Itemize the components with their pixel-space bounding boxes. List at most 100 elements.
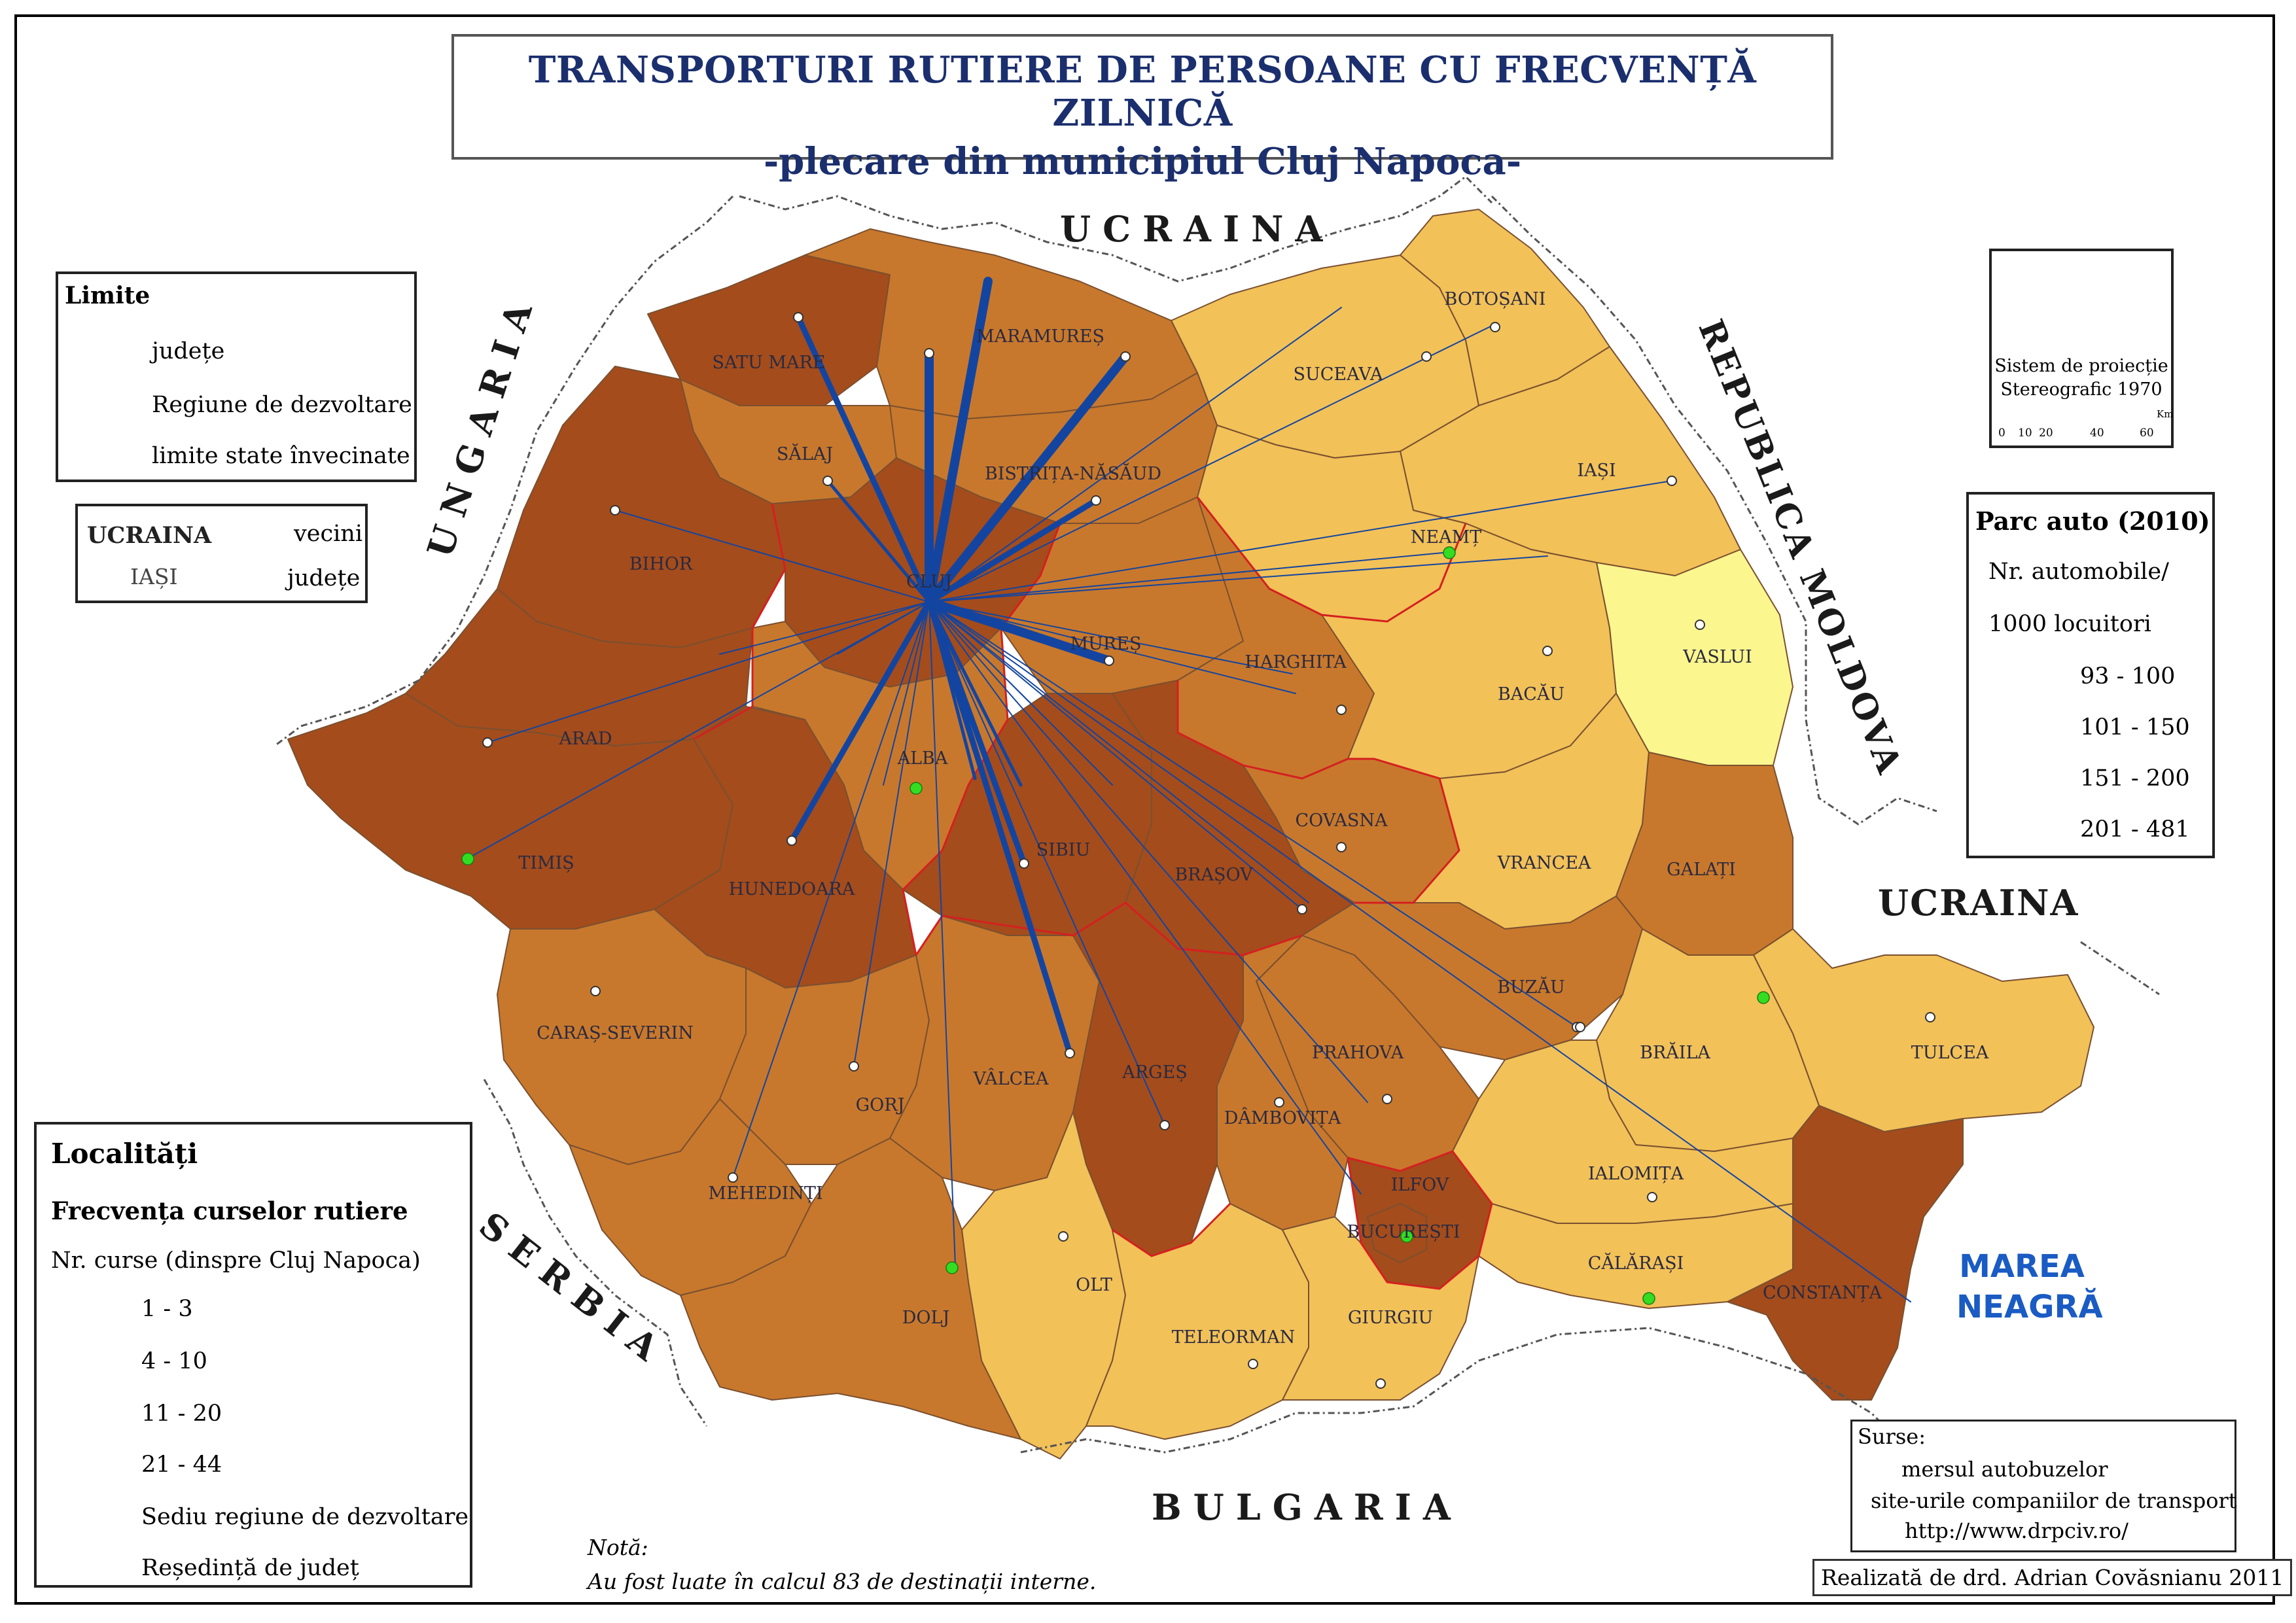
county-label: GALAȚI xyxy=(1667,860,1736,880)
county-label: CĂLĂRAȘI xyxy=(1587,1253,1684,1274)
legend-limit-counties: județe xyxy=(152,338,225,364)
county-seat-1 xyxy=(924,348,934,358)
county-label: MUREȘ xyxy=(1070,634,1142,654)
flow-line-33 xyxy=(883,601,930,786)
flow-line-5 xyxy=(926,497,1099,605)
legend-county-label: județe xyxy=(287,565,361,591)
county-label: VRANCEA xyxy=(1497,853,1591,873)
source-3: http://www.drpciv.ro/ xyxy=(1905,1518,2128,1543)
county-40 xyxy=(1086,1203,1309,1440)
county-label: GIURGIU xyxy=(1347,1308,1434,1328)
flow-line-18 xyxy=(928,601,1362,1195)
projection-line2: Stereografic 1970 xyxy=(2000,379,2163,400)
flow-line-11 xyxy=(464,601,930,861)
flow-line-13 xyxy=(926,599,1073,1056)
region-seat-5 xyxy=(1400,1230,1413,1243)
county-label: SIBIU xyxy=(1036,840,1091,860)
county-label: BISTRIȚA-NĂSĂUD xyxy=(984,464,1162,484)
scale-tick-10: 10 xyxy=(2018,427,2032,440)
county-label: GORJ xyxy=(855,1095,905,1115)
sources-label: Surse: xyxy=(1858,1424,1926,1449)
county-label: TELEORMAN xyxy=(1171,1327,1296,1348)
county-label: PRAHOVA xyxy=(1311,1043,1404,1063)
county-label: BOTOȘANI xyxy=(1444,289,1546,309)
region-border-6 xyxy=(1112,1202,1231,1257)
legend-county-seat-label: Reședință de județ xyxy=(141,1555,359,1581)
scale-tick-0: 0 xyxy=(1998,427,2005,440)
county-label: MARAMUREȘ xyxy=(976,326,1104,347)
flow-line-23 xyxy=(928,555,1548,602)
flow-lines-layer xyxy=(464,277,1911,1302)
legend-limits-box: Limite județe Regiune de dezvoltare limi… xyxy=(56,271,417,482)
neighbor-border-0 xyxy=(739,175,1493,283)
legend-localitati-box: Localități Frecvența curselor rutiere Nr… xyxy=(34,1122,472,1588)
region-seat-0 xyxy=(1443,546,1456,559)
county-label: OLT xyxy=(1076,1275,1112,1295)
county-seat-14 xyxy=(786,835,797,846)
county-seat-29 xyxy=(1248,1359,1258,1369)
legend-region-seat-label: Sediu regiune de dezvoltare xyxy=(141,1504,469,1530)
note-text: Au fost luate în calcul 83 de destinații… xyxy=(588,1569,1097,1594)
county-39 xyxy=(680,1138,1021,1440)
note-label: Notă: xyxy=(588,1535,648,1560)
flow-line-10 xyxy=(487,601,930,743)
county-seat-5 xyxy=(610,505,620,515)
county-label: DOLJ xyxy=(902,1308,950,1328)
flow-line-15 xyxy=(928,601,1165,1126)
legend-parc-class-4: 201 - 481 xyxy=(2080,816,2190,843)
county-label: BUZĂU xyxy=(1497,977,1565,998)
legend-parc-auto-box: Parc auto (2010) Nr. automobile/ 1000 lo… xyxy=(1966,492,2215,858)
county-seat-24 xyxy=(1382,1094,1392,1104)
county-seat-11 xyxy=(1542,646,1553,656)
flow-line-2 xyxy=(925,277,993,606)
flow-line-28 xyxy=(928,601,1578,1028)
map-title-box: TRANSPORTURI RUTIERE DE PERSOANE CU FREC… xyxy=(451,34,1833,183)
county-seat-28 xyxy=(1058,1231,1069,1242)
legend-flow-class-2: 4 - 10 xyxy=(141,1348,207,1374)
county-seat-13 xyxy=(482,737,493,748)
county-label: MEHEDINȚI xyxy=(708,1183,823,1204)
county-label: CARAȘ-SEVERIN xyxy=(537,1023,694,1043)
county-label: SATU MARE xyxy=(712,353,826,373)
projection-box: Sistem de proiecție Stereografic 1970 0 … xyxy=(1989,249,2174,448)
county-seat-16 xyxy=(1297,904,1307,915)
county-seat-27 xyxy=(1647,1192,1657,1202)
legend-parc-class-1: 93 - 100 xyxy=(2080,663,2176,689)
county-label: BRAȘOV xyxy=(1174,865,1253,885)
neighbor-north-label: UCRAINA xyxy=(1060,208,1335,250)
county-label: VASLUI xyxy=(1683,647,1752,667)
county-label: BACĂU xyxy=(1497,684,1565,705)
scale-tick-20: 20 xyxy=(2039,427,2053,440)
county-38 xyxy=(1727,1105,1964,1401)
region-border-1 xyxy=(1196,497,1467,623)
legend-limit-regions: Regiune de dezvoltare xyxy=(152,392,412,418)
legend-flow-class-3: 11 - 20 xyxy=(141,1401,222,1427)
county-seat-19 xyxy=(849,1061,859,1072)
flow-line-22 xyxy=(928,480,1672,602)
county-seat-15 xyxy=(1019,858,1029,869)
region-border-3 xyxy=(1176,680,1460,904)
flow-line-6 xyxy=(614,510,930,602)
county-label: NEAMȚ xyxy=(1410,527,1482,548)
legend-neighbor-label: vecini xyxy=(294,521,363,547)
region-border-4 xyxy=(915,901,1303,956)
county-seat-7 xyxy=(1421,351,1432,362)
county-seat-2 xyxy=(1120,351,1131,362)
flow-line-4 xyxy=(826,479,931,604)
county-seat-0 xyxy=(793,312,804,323)
region-seat-1 xyxy=(461,852,474,865)
county-seat-6 xyxy=(1104,655,1114,666)
county-seat-31 xyxy=(1575,1022,1585,1032)
map-title: TRANSPORTURI RUTIERE DE PERSOANE CU FREC… xyxy=(528,48,1757,135)
county-label: DÂMBOVIȚA xyxy=(1224,1108,1341,1128)
county-seat-25 xyxy=(1274,1097,1284,1108)
county-label: HUNEDOARA xyxy=(728,879,855,899)
county-label: SĂLAJ xyxy=(776,444,834,464)
legend-flow-class-1: 1 - 3 xyxy=(141,1296,193,1322)
flow-line-19 xyxy=(928,601,1911,1302)
flow-line-24 xyxy=(928,552,1443,602)
county-seat-12 xyxy=(1336,705,1347,715)
flow-line-17 xyxy=(928,601,956,1266)
projection-line1: Sistem de proiecție xyxy=(1994,356,2168,376)
legend-flow-class-4: 21 - 44 xyxy=(141,1452,222,1478)
